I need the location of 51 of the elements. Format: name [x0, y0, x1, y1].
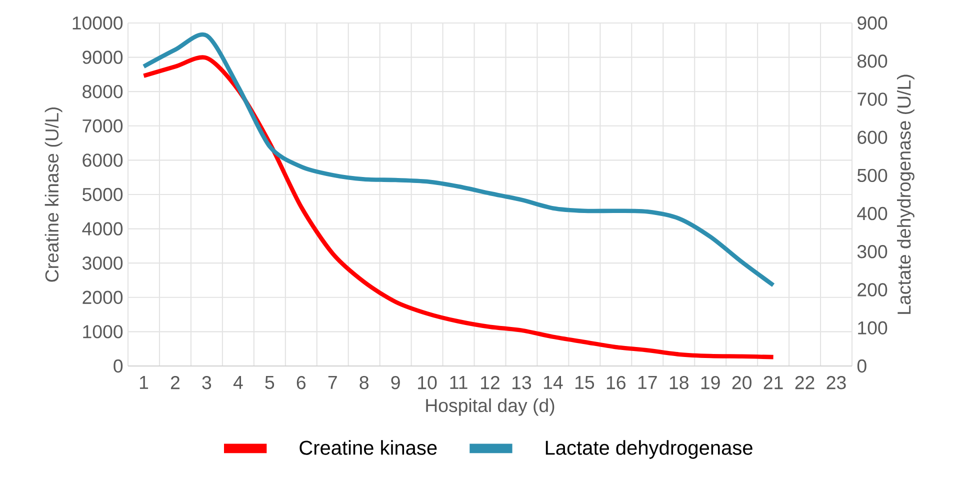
- y2-tick-label: 200: [858, 283, 888, 296]
- y2-tick-label: 300: [857, 245, 888, 258]
- y2-tick-label: 500: [857, 168, 888, 182]
- x-tick-label: 5: [265, 376, 274, 390]
- x-tick-label: 9: [391, 376, 400, 390]
- y-tick-label: 6000: [82, 154, 123, 167]
- x-tick-label: 1: [140, 376, 148, 389]
- y-tick-label: 4000: [82, 222, 123, 236]
- x-tick-label: 19: [701, 376, 720, 390]
- y-tick-label: 5000: [82, 188, 123, 202]
- y-axis-title: Creatine kinase (U/L): [44, 108, 62, 282]
- y-tick-label: 10000: [72, 16, 123, 30]
- line-series: [142, 32, 776, 288]
- x-tick-label: 22: [795, 376, 814, 390]
- x-tick-label: 15: [575, 376, 594, 390]
- y-tick-label: 1000: [83, 325, 123, 338]
- y2-tick-label: 100: [858, 321, 888, 334]
- x-tick-label: 8: [360, 376, 368, 390]
- y2-tick-label: 800: [858, 54, 888, 68]
- x-tick-label: 7: [328, 376, 337, 389]
- x-tick-label: 3: [202, 376, 212, 390]
- y2-tick-label: 900: [858, 16, 888, 30]
- y2-tick-label: 400: [857, 206, 888, 220]
- line-series: [142, 55, 776, 360]
- legend-label: Lactate dehydrogenase: [546, 440, 752, 459]
- y-tick-label: 2000: [82, 290, 123, 304]
- x-tick-label: 12: [481, 376, 500, 390]
- y2-tick-label: 600: [858, 130, 888, 144]
- x-tick-label: 17: [638, 376, 657, 389]
- x-tick-label: 18: [670, 376, 688, 390]
- legend-label: Creatine kinase: [300, 440, 437, 455]
- x-tick-label: 10: [418, 376, 437, 390]
- x-tick-label: 13: [512, 376, 532, 390]
- y2-axis-title: Lactate dehydrogenase (U/L): [897, 74, 914, 314]
- x-tick-label: 14: [544, 376, 563, 389]
- x-tick-label: 23: [826, 376, 846, 390]
- x-axis-title: Hospital day (d): [426, 398, 554, 416]
- y2-tick-label: 700: [858, 92, 888, 106]
- x-tick-label: 6: [296, 376, 306, 390]
- y-tick-label: 7000: [82, 119, 123, 133]
- y-tick-label: 0: [114, 359, 123, 373]
- x-tick-label: 16: [606, 376, 626, 390]
- y-tick-label: 9000: [82, 50, 123, 64]
- x-tick-label: 20: [732, 376, 752, 390]
- x-tick-label: 21: [764, 376, 783, 390]
- x-tick-label: 4: [233, 376, 243, 389]
- x-tick-label: 2: [170, 376, 180, 390]
- y-tick-label: 3000: [82, 256, 123, 270]
- y2-tick-label: 0: [857, 359, 866, 373]
- y-tick-label: 8000: [82, 84, 123, 98]
- x-tick-label: 11: [450, 376, 468, 389]
